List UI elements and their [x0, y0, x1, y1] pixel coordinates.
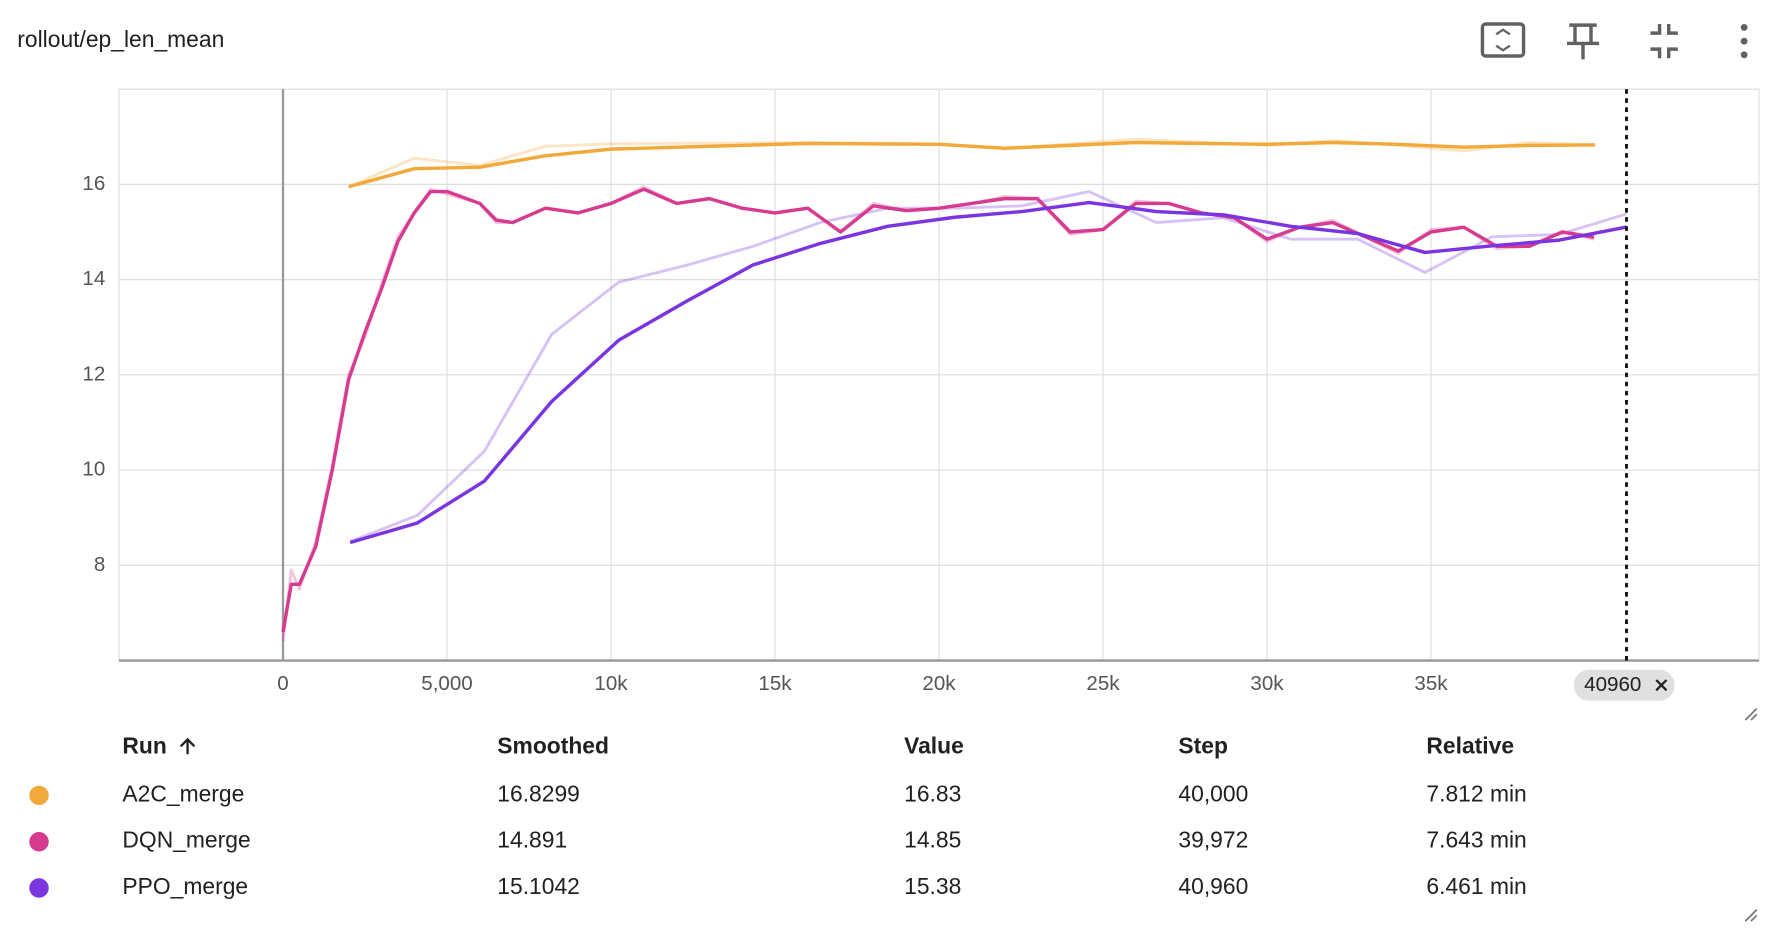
column-header: Smoothed: [497, 732, 609, 758]
cell-value: 14.85: [904, 827, 961, 853]
run-name: A2C_merge: [122, 780, 244, 806]
run-name: DQN_merge: [122, 827, 250, 853]
column-header: Relative: [1426, 732, 1514, 758]
run-color: [28, 877, 50, 899]
x-tick-label: 0: [277, 672, 288, 695]
smoothed-line: [348, 140, 1596, 189]
run-table: Run Smoothed Value Step Relative A2C_merge 16.…: [28, 732, 1527, 899]
x-tick-label: 35k: [1414, 672, 1448, 695]
more-button[interactable]: [1740, 24, 1748, 59]
y-tick-label: 12: [82, 362, 105, 385]
x-tick-label: 15k: [758, 672, 792, 695]
cell-step: 40,000: [1178, 780, 1248, 806]
run-color: [28, 830, 50, 853]
x-tick-label: 10k: [594, 672, 628, 695]
x-tick-label: 25k: [1086, 672, 1120, 695]
y-tick-label: 14: [82, 267, 105, 290]
step-chip-label: 40960: [1584, 673, 1641, 696]
smoothed-line: [281, 187, 1595, 633]
run-name: PPO_merge: [122, 873, 248, 899]
cell-step: 39,972: [1178, 827, 1248, 853]
resize-handle[interactable]: [1744, 707, 1758, 721]
resize-handle[interactable]: [1744, 909, 1758, 922]
step-chip: [1573, 669, 1675, 701]
cell-smoothed: 15.1042: [497, 873, 580, 899]
step-chip-close: [1655, 679, 1668, 692]
y-tick-label: 16: [82, 172, 105, 195]
collapse-button[interactable]: [1650, 24, 1678, 59]
y-tick-label: 10: [82, 458, 105, 481]
cell-relative: 6.461 min: [1426, 873, 1526, 899]
x-tick-label: 30k: [1250, 672, 1284, 695]
chart-title: rollout/ep_len_mean: [17, 26, 224, 52]
sort-arrow[interactable]: [179, 737, 196, 755]
cell-smoothed: 16.8299: [497, 780, 580, 806]
toolbar: [1480, 22, 1748, 60]
cell-value: 16.83: [904, 780, 961, 806]
cell-value: 15.38: [904, 873, 961, 899]
x-tick-label: 20k: [922, 672, 956, 695]
pin-button[interactable]: [1566, 23, 1599, 60]
cell-relative: 7.812 min: [1426, 780, 1526, 806]
y-tick-label: 8: [94, 553, 105, 576]
column-header: Value: [904, 732, 964, 758]
x-tick-label: 5,000: [421, 672, 472, 695]
cell-relative: 7.643 min: [1426, 827, 1526, 853]
raw-line: [349, 190, 1627, 543]
plot-area: 8 10 12 14 16 0 5,000 10k 15k 20k 25k 30k 35k 40960: [82, 88, 1760, 701]
cell-step: 40,960: [1178, 873, 1248, 899]
smoothed-line: [349, 200, 1627, 545]
run-color: [28, 784, 50, 807]
cell-smoothed: 14.891: [497, 827, 567, 853]
fit-domain-button[interactable]: [1480, 22, 1526, 58]
column-header: Step: [1178, 732, 1228, 758]
column-header: Run: [122, 732, 166, 758]
